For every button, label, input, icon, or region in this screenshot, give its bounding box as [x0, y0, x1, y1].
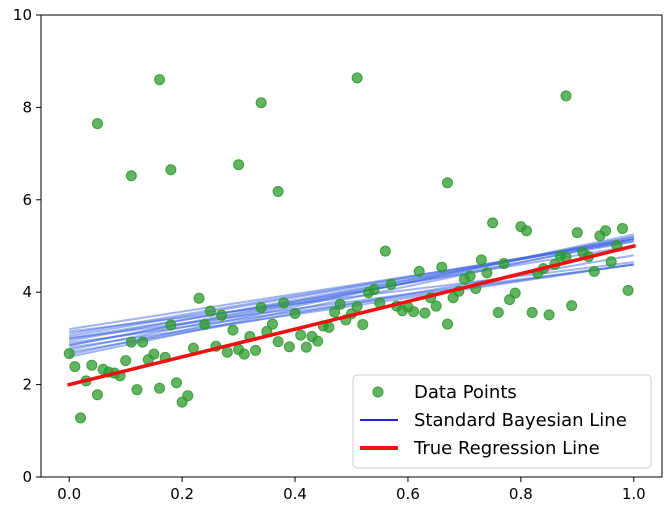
data-point-62 — [368, 283, 380, 295]
data-point-108 — [616, 222, 628, 234]
data-point-74 — [436, 261, 448, 273]
data-point-36 — [238, 348, 250, 360]
legend-marker-data-points — [372, 386, 384, 398]
data-point-88 — [509, 287, 521, 299]
data-point-97 — [560, 90, 572, 102]
data-point-65 — [385, 278, 397, 290]
data-point-27 — [193, 292, 205, 304]
data-point-18 — [154, 74, 166, 86]
data-point-33 — [227, 324, 239, 336]
data-point-71 — [419, 307, 431, 319]
data-point-28 — [199, 319, 211, 331]
data-point-46 — [283, 341, 295, 353]
data-point-45 — [278, 297, 290, 309]
data-point-84 — [487, 217, 499, 229]
data-point-5 — [91, 389, 103, 401]
y-tick-label-0: 0 — [22, 468, 32, 486]
data-point-100 — [571, 227, 583, 239]
data-point-47 — [289, 307, 301, 319]
data-point-53 — [323, 321, 335, 333]
legend-box — [352, 374, 652, 469]
data-point-59 — [351, 301, 363, 313]
data-point-91 — [526, 307, 538, 319]
data-point-94 — [543, 309, 555, 321]
data-point-86 — [498, 258, 510, 270]
data-point-13 — [125, 336, 137, 348]
plot-frame — [40, 14, 663, 478]
data-point-32 — [221, 346, 233, 358]
data-point-25 — [182, 390, 194, 402]
data-point-39 — [255, 97, 267, 109]
y-tick-label-5: 10 — [13, 6, 32, 24]
bayesian-line-12 — [69, 245, 634, 340]
legend-label-bayesian: Standard Bayesian Line — [414, 410, 627, 431]
data-point-0 — [63, 348, 75, 360]
data-point-22 — [165, 319, 177, 331]
data-point-105 — [600, 225, 612, 237]
data-point-12 — [125, 170, 137, 182]
data-points-group — [63, 72, 634, 424]
data-point-15 — [137, 336, 149, 348]
data-point-69 — [408, 306, 420, 318]
y-tick-label-4: 8 — [22, 98, 32, 116]
data-point-106 — [605, 256, 617, 268]
x-tick-label-2: 0.4 — [283, 485, 307, 503]
data-point-42 — [266, 318, 278, 330]
data-point-2 — [75, 412, 87, 424]
data-point-31 — [216, 309, 228, 321]
true-regression-line — [67, 243, 636, 387]
data-point-85 — [492, 307, 504, 319]
data-point-48 — [295, 329, 307, 341]
data-point-70 — [413, 265, 425, 277]
data-point-103 — [588, 265, 600, 277]
data-point-17 — [148, 348, 160, 360]
y-tick-label-1: 2 — [22, 376, 32, 394]
x-axis: 0.0 0.2 0.4 0.6 0.8 1.0 — [57, 477, 646, 503]
data-point-76 — [441, 318, 453, 330]
data-point-80 — [464, 270, 476, 282]
data-point-44 — [272, 336, 284, 348]
data-point-55 — [334, 298, 346, 310]
data-point-1 — [69, 361, 81, 373]
data-point-14 — [131, 384, 143, 396]
x-tick-label-1: 0.2 — [170, 485, 194, 503]
data-point-4 — [86, 359, 98, 371]
data-point-11 — [120, 355, 132, 367]
data-point-49 — [300, 341, 312, 353]
data-point-99 — [566, 300, 578, 312]
y-tick-label-3: 6 — [22, 191, 32, 209]
data-point-82 — [475, 254, 487, 266]
data-point-54 — [329, 306, 341, 318]
data-point-21 — [165, 164, 177, 176]
data-point-64 — [379, 245, 391, 257]
x-tick-label-3: 0.6 — [396, 485, 420, 503]
x-tick-label-5: 1.0 — [622, 485, 646, 503]
data-point-43 — [272, 185, 284, 197]
data-point-51 — [312, 335, 324, 347]
data-point-58 — [351, 72, 363, 84]
data-point-83 — [481, 267, 493, 279]
bayesian-line-14 — [69, 238, 634, 358]
data-point-19 — [154, 382, 166, 394]
legend: Data Points Standard Bayesian Line True … — [352, 374, 652, 469]
data-point-90 — [521, 225, 533, 237]
data-point-38 — [250, 344, 262, 356]
x-tick-label-4: 0.8 — [509, 485, 533, 503]
true-line-group — [67, 243, 636, 387]
legend-label-data-points: Data Points — [414, 382, 517, 403]
data-point-6 — [91, 118, 103, 130]
data-point-75 — [441, 177, 453, 189]
data-point-29 — [204, 305, 216, 317]
legend-label-true-line: True Regression Line — [413, 438, 600, 459]
data-point-109 — [622, 284, 634, 296]
data-point-40 — [255, 301, 267, 313]
y-tick-label-2: 4 — [22, 283, 32, 301]
data-point-60 — [357, 319, 369, 331]
data-point-73 — [430, 300, 442, 312]
data-point-23 — [170, 377, 182, 389]
x-tick-label-0: 0.0 — [57, 485, 81, 503]
y-axis: 0 2 4 6 8 10 — [13, 6, 41, 486]
data-point-34 — [233, 159, 245, 171]
